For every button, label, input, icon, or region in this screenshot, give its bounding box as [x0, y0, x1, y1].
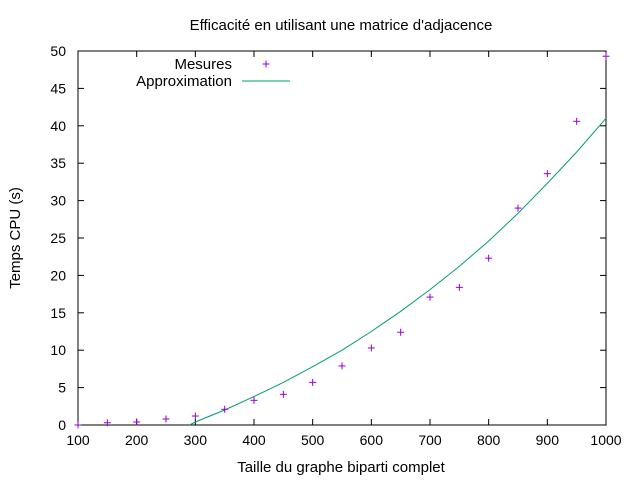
x-tick-label: 800 [477, 432, 501, 448]
legend: Mesures Approximation [136, 56, 290, 90]
y-tick-label: 30 [50, 193, 66, 209]
data-point [191, 412, 199, 420]
y-tick-label: 25 [50, 230, 66, 246]
data-point [338, 362, 346, 370]
x-tick-label: 500 [301, 432, 325, 448]
x-axis-title: Taille du graphe biparti complet [237, 459, 445, 476]
data-point [279, 390, 287, 398]
y-tick-label: 45 [50, 80, 66, 96]
data-point [573, 117, 581, 125]
data-point [455, 283, 463, 291]
x-tick-label: 100 [66, 432, 90, 448]
data-point [133, 418, 141, 426]
x-tick-label: 900 [536, 432, 560, 448]
y-tick-label: 20 [50, 267, 66, 283]
data-point [162, 415, 170, 423]
data-point [543, 170, 551, 178]
y-tick-label: 5 [58, 380, 66, 396]
x-tick-label: 200 [125, 432, 149, 448]
data-point [514, 204, 522, 212]
x-tick-label: 600 [360, 432, 384, 448]
legend-label-mesures: Mesures [174, 56, 232, 73]
y-axis-title: Temps CPU (s) [7, 187, 24, 289]
axis-ticks: 100 200 300 400 500 600 700 800 900 1000 0 5 10 15 20 2… [50, 43, 621, 448]
chart-title: Efficacité en utilisant une matrice d'ad… [190, 17, 493, 34]
legend-marker-mesures [262, 60, 270, 68]
x-tick-label: 400 [242, 432, 266, 448]
legend-label-approximation: Approximation [136, 73, 232, 90]
y-tick-label: 10 [50, 342, 66, 358]
y-tick-label: 50 [50, 43, 66, 59]
data-point [309, 378, 317, 386]
y-tick-label: 0 [58, 417, 66, 433]
x-tick-label: 700 [418, 432, 442, 448]
x-tick-label: 300 [184, 432, 208, 448]
data-point [367, 344, 375, 352]
data-point [250, 396, 258, 404]
approximation-line [189, 117, 607, 426]
y-tick-label: 15 [50, 305, 66, 321]
data-point [397, 328, 405, 336]
data-point [485, 254, 493, 262]
y-tick-label: 40 [50, 118, 66, 134]
data-point [103, 419, 111, 427]
data-point [74, 421, 82, 429]
data-point [221, 405, 229, 413]
y-tick-label: 35 [50, 155, 66, 171]
data-point [426, 293, 434, 301]
x-tick-label: 1000 [590, 432, 621, 448]
series-layer [74, 52, 610, 429]
data-point [602, 52, 610, 60]
